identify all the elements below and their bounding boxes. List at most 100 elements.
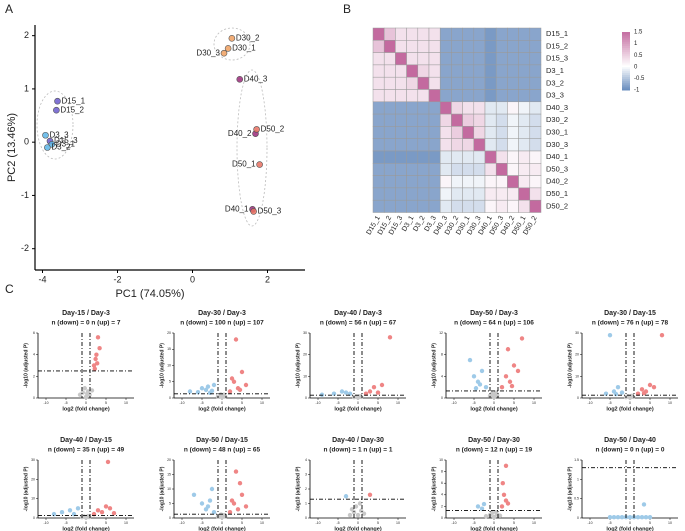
colorbar-step xyxy=(622,82,630,85)
heat-cell xyxy=(395,40,407,53)
point xyxy=(613,391,619,397)
point xyxy=(95,361,100,366)
heat-cell xyxy=(518,89,531,103)
heat-cell xyxy=(406,52,419,66)
heat-cell xyxy=(372,76,385,90)
point xyxy=(82,386,88,391)
plot-title: Day-50 / Day-30 xyxy=(468,437,520,444)
heat-cell xyxy=(507,76,519,90)
y-tick-label: 1 xyxy=(305,501,307,505)
heat-cell xyxy=(462,40,475,53)
heat-cell xyxy=(395,76,407,90)
heat-cell xyxy=(495,76,508,90)
point xyxy=(631,394,636,400)
point xyxy=(51,511,57,517)
x-tick-label: 10 xyxy=(124,401,128,405)
point xyxy=(647,515,653,520)
point xyxy=(42,131,49,139)
heat-cell xyxy=(529,64,542,78)
heat-cell xyxy=(395,163,407,176)
point xyxy=(619,515,625,520)
point xyxy=(607,332,613,338)
y-tick-label: 0 xyxy=(33,396,35,400)
y-tick-label: 1 xyxy=(24,83,29,93)
heat-cell xyxy=(406,138,419,152)
point xyxy=(237,481,243,486)
colorbar-step xyxy=(622,53,630,56)
y-tick-label: 20 xyxy=(575,353,579,357)
point xyxy=(483,384,489,390)
plot-subtitle: n (down) = 64 n (up) = 106 xyxy=(454,320,534,327)
row-label: D50_3 xyxy=(546,164,568,173)
point-label: D50_3 xyxy=(258,207,282,216)
heat-cell xyxy=(428,199,441,213)
heat-cell xyxy=(495,52,508,66)
heat-cell xyxy=(406,199,419,213)
heat-cell xyxy=(473,89,486,103)
heat-cell xyxy=(507,187,519,201)
point xyxy=(253,126,260,133)
row-label: D30_2 xyxy=(546,115,568,124)
y-tick-label: 15 xyxy=(167,472,171,476)
heat-cell xyxy=(529,76,542,90)
colorbar-step xyxy=(622,59,630,62)
y-tick-label: 30 xyxy=(303,331,307,335)
point xyxy=(227,389,233,394)
colorbar-step xyxy=(622,37,630,41)
heat-cell xyxy=(395,52,407,66)
point-label: D15_2 xyxy=(60,105,84,114)
y-tick-label: 0 xyxy=(441,516,443,520)
x-tick-label: 10 xyxy=(260,521,264,525)
x-tick-label: 5 xyxy=(377,521,379,525)
y-tick-label: 0 xyxy=(441,396,443,400)
y-tick-label: 8 xyxy=(441,353,443,357)
colorbar-step xyxy=(622,74,630,77)
x-tick-label: 10 xyxy=(668,521,672,525)
heat-cell xyxy=(495,113,508,127)
heat-cell xyxy=(507,89,519,103)
x-tick-label: 10 xyxy=(532,401,536,405)
point-label: D40_2 xyxy=(228,129,252,138)
point xyxy=(343,390,349,395)
heat-cell xyxy=(507,138,519,152)
heat-cell xyxy=(451,101,463,115)
point xyxy=(80,390,86,395)
row-label: D30_3 xyxy=(546,140,568,149)
heat-cell xyxy=(451,126,463,139)
heat-cell xyxy=(518,64,531,78)
point xyxy=(339,389,345,394)
point xyxy=(497,513,503,518)
y-tick-label: 20 xyxy=(167,458,171,462)
heat-cell xyxy=(473,27,486,41)
heat-cell xyxy=(529,126,542,139)
heat-cell xyxy=(507,113,519,127)
y-axis-label: -log10 (adjusted P) xyxy=(295,466,301,511)
heat-cell xyxy=(395,138,407,152)
heat-cell xyxy=(417,64,430,78)
heat-cell xyxy=(473,138,486,152)
heat-cell xyxy=(462,175,475,189)
heat-cell xyxy=(428,89,441,103)
heat-cell xyxy=(518,113,531,127)
y-tick-label: 10 xyxy=(303,374,307,378)
heat-cell xyxy=(507,163,519,176)
heat-cell xyxy=(406,89,419,103)
point xyxy=(199,386,205,391)
heat-cell xyxy=(462,199,475,213)
heat-cell xyxy=(417,150,430,164)
heat-cell xyxy=(484,163,497,176)
heat-cell xyxy=(484,126,497,139)
x-tick-label: -10 xyxy=(451,521,456,525)
point xyxy=(603,391,609,396)
heat-cell xyxy=(529,113,542,127)
x-axis-label: PC1 (74.05%) xyxy=(115,288,184,300)
heat-cell xyxy=(439,175,452,189)
heat-cell xyxy=(372,40,385,53)
point xyxy=(361,511,367,516)
heat-cell xyxy=(395,89,407,103)
heat-cell xyxy=(428,163,441,176)
plot-title: Day-30 / Day-15 xyxy=(604,310,656,317)
y-tick-label: 20 xyxy=(31,477,35,481)
colorbar-step xyxy=(622,43,630,47)
heat-cell xyxy=(451,52,463,66)
